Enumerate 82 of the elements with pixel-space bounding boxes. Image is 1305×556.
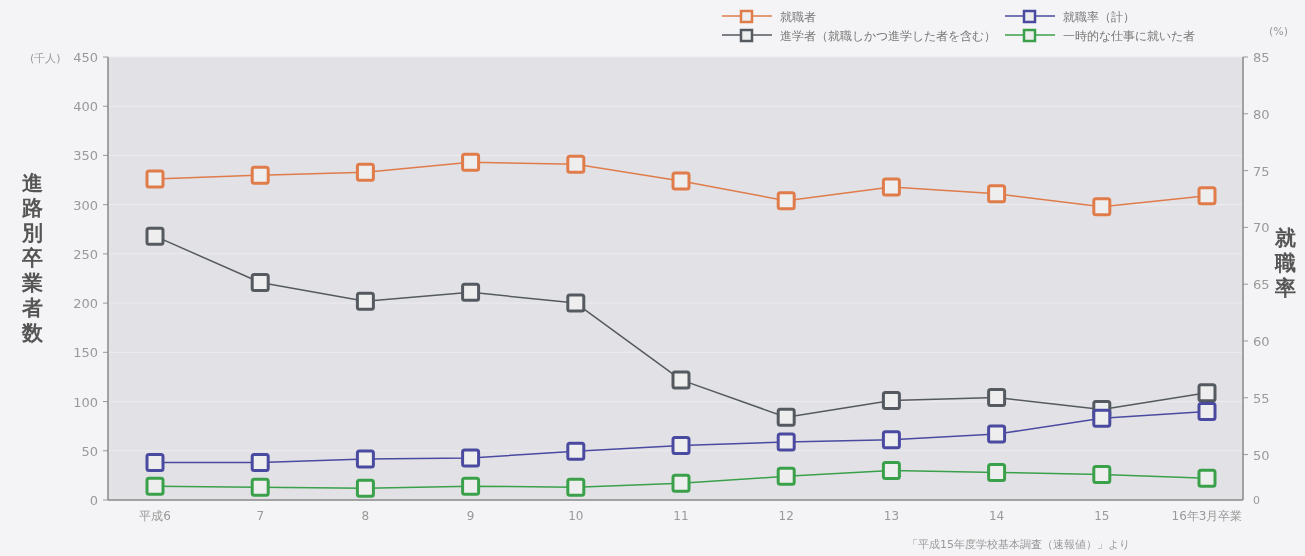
point	[461, 152, 481, 172]
x-tick-label: 14	[988, 509, 1005, 523]
point	[250, 165, 270, 185]
x-tick-label: 7	[256, 509, 265, 523]
y-tick-label: 50	[81, 443, 98, 459]
legend-label: 進学者（就職しかつ進学した者を含む）	[780, 29, 996, 43]
point	[566, 477, 586, 497]
point	[881, 430, 901, 450]
legend-label: 就職率（計）	[1063, 10, 1135, 24]
y-tick-label: 0	[89, 493, 98, 508]
y2-tick-label: 50	[1253, 447, 1270, 463]
point	[566, 441, 586, 461]
y-axis-title: 進路別卒業者数	[20, 171, 44, 345]
x-tick-label: 13	[883, 509, 900, 523]
point	[671, 473, 691, 493]
point	[987, 424, 1007, 444]
point	[355, 449, 375, 469]
point	[355, 291, 375, 311]
point	[671, 370, 691, 390]
y2-tick-label: 70	[1253, 220, 1270, 236]
point	[987, 462, 1007, 482]
point	[461, 476, 481, 496]
x-tick-label: 9	[466, 509, 475, 523]
point	[1197, 383, 1217, 403]
text: (%)	[1269, 25, 1289, 38]
point	[145, 169, 165, 189]
point	[355, 162, 375, 182]
text: (千人)	[30, 52, 61, 65]
point	[776, 432, 796, 452]
y2-axis-title: 就職率	[1273, 226, 1296, 300]
y-tick-label: 350	[73, 148, 98, 164]
text: 「平成15年度学校基本調査（速報値）」より	[907, 538, 1130, 551]
point	[671, 435, 691, 455]
point	[145, 476, 165, 496]
point	[145, 226, 165, 246]
point	[1197, 401, 1217, 421]
y2-tick-label: 60	[1253, 333, 1270, 349]
x-tick-label: 平成6	[139, 509, 171, 523]
point	[987, 184, 1007, 204]
y2-tick-label: 75	[1253, 163, 1270, 179]
point	[881, 460, 901, 480]
x-tick-label: 16年3月卒業	[1171, 509, 1243, 523]
point	[1197, 468, 1217, 488]
point	[776, 407, 796, 427]
point	[671, 171, 691, 191]
legend-label: 一時的な仕事に就いた者	[1063, 29, 1195, 43]
y-tick-label: 150	[73, 345, 98, 361]
text: 0	[1253, 494, 1260, 507]
y-tick-label: 450	[73, 50, 98, 65]
point	[355, 478, 375, 498]
point	[1197, 186, 1217, 206]
point	[250, 272, 270, 292]
point	[1092, 197, 1112, 217]
y2-tick-label: 80	[1253, 106, 1270, 122]
point	[461, 448, 481, 468]
point	[776, 191, 796, 211]
point	[881, 177, 901, 197]
point	[566, 293, 586, 313]
point	[250, 453, 270, 473]
point	[776, 466, 796, 486]
x-tick-label: 10	[568, 509, 584, 523]
point	[987, 388, 1007, 408]
point	[1092, 408, 1112, 428]
y-tick-label: 300	[73, 197, 98, 213]
point	[1092, 464, 1112, 484]
legend-label: 就職者	[780, 10, 816, 24]
x-tick-label: 8	[361, 509, 370, 523]
x-tick-label: 15	[1094, 509, 1110, 523]
y2-tick-label: 55	[1253, 390, 1270, 406]
x-tick-label: 12	[778, 509, 794, 523]
y-tick-label: 250	[73, 246, 98, 262]
point	[566, 154, 586, 174]
y-tick-label: 400	[73, 99, 98, 115]
y2-tick-label: 85	[1253, 50, 1270, 65]
point	[461, 282, 481, 302]
x-tick-label: 11	[673, 509, 689, 523]
point	[881, 391, 901, 411]
y-tick-label: 100	[73, 394, 98, 410]
y-tick-label: 200	[73, 296, 98, 312]
y2-tick-label: 65	[1253, 277, 1270, 293]
point	[145, 453, 165, 473]
point	[250, 477, 270, 497]
